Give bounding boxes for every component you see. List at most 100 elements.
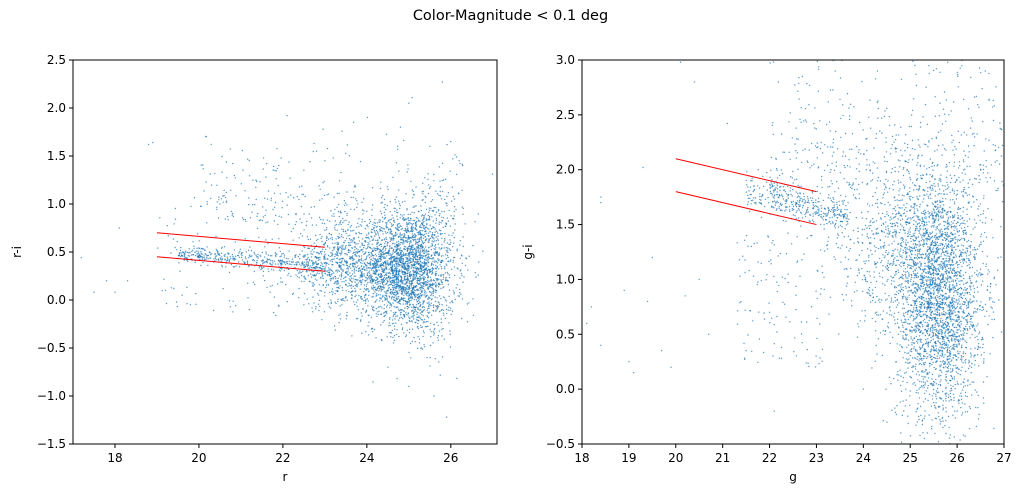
scatter-point [288,268,290,270]
scatter-point [306,220,308,223]
scatter-point [384,263,387,265]
scatter-point [371,209,373,211]
scatter-point [356,317,359,320]
scatter-point [343,280,345,283]
scatter-point [309,238,312,240]
scatter-point [461,275,463,277]
scatter-point [424,259,426,261]
scatter-point [441,220,444,222]
scatter-point [386,277,388,279]
scatter-point [412,219,414,222]
scatter-point [384,278,387,280]
scatter-point [317,303,320,305]
scatter-point [425,239,427,241]
scatter-point [375,233,377,235]
scatter-point [424,241,426,243]
scatter-point [908,358,910,360]
scatter-point [418,210,420,213]
scatter-point [394,274,396,276]
scatter-point [368,256,371,259]
scatter-point [409,328,411,330]
scatter-points [582,60,1004,465]
scatter-point [392,239,394,241]
scatter-point [370,274,372,276]
scatter-point [427,184,430,186]
scatter-point [384,265,386,267]
scatter-point [419,220,421,222]
scatter-point [960,227,963,229]
scatter-point [953,201,956,203]
scatter-point [400,286,402,288]
scatter-point [385,311,388,314]
scatter-point [378,290,380,292]
scatter-point [406,241,409,243]
scatter-point [434,300,437,303]
scatter-point [926,357,928,359]
scatter-point [901,321,903,323]
scatter-point [940,267,942,269]
scatter-point [354,295,356,298]
scatter-point [393,234,395,237]
scatter-point [441,190,444,193]
scatter-point [422,246,424,248]
scatter-point [262,263,264,265]
scatter-point [929,464,930,465]
scatter-point [439,195,442,197]
scatter-point [448,295,450,297]
scatter-point [435,283,437,285]
scatter-point [414,222,417,224]
scatter-point [433,258,435,260]
scatter-point [340,276,343,278]
scatter-point [414,341,416,343]
scatter-point [390,303,392,306]
scatter-point [221,155,223,158]
scatter-point [233,266,236,268]
scatter-point [362,260,364,262]
scatter-point [417,263,419,266]
scatter-point [339,210,342,212]
scatter-point [339,258,341,260]
scatter-point [426,249,428,251]
scatter-point [388,284,390,286]
scatter-point [340,261,342,263]
scatter-point [376,315,378,318]
scatter-point [409,213,411,216]
scatter-point [371,282,373,284]
scatter-point [354,264,356,266]
scatter-point [334,281,337,283]
scatter-point [232,311,234,313]
scatter-point [948,349,951,352]
scatter-point [334,253,336,255]
scatter-point [422,242,425,245]
scatter-point [423,275,425,278]
scatter-point [448,209,450,212]
scatter-point [317,251,319,254]
scatter-point [363,266,365,268]
scatter-point [412,273,414,275]
scatter-point [331,242,334,245]
scatter-point [353,301,355,303]
scatter-point [376,249,379,251]
scatter-point [418,219,420,221]
scatter-point [439,186,442,188]
scatter-point [372,238,374,240]
scatter-point [411,289,414,291]
scatter-point [398,335,400,338]
scatter-point [442,327,444,330]
scatter-point [947,358,950,360]
scatter-point [276,148,278,150]
scatter-point [389,331,391,334]
scatter-point [372,254,374,257]
scatter-point [434,296,436,298]
scatter-point [323,262,325,264]
scatter-point [953,301,956,303]
scatter-point [393,251,396,253]
scatter-point [414,250,417,252]
scatter-point [453,266,456,268]
scatter-point [427,232,430,234]
scatter-point [344,230,347,232]
scatter-point [448,306,450,308]
scatter-point [939,294,942,296]
scatter-point [402,258,405,260]
scatter-point [383,228,386,230]
